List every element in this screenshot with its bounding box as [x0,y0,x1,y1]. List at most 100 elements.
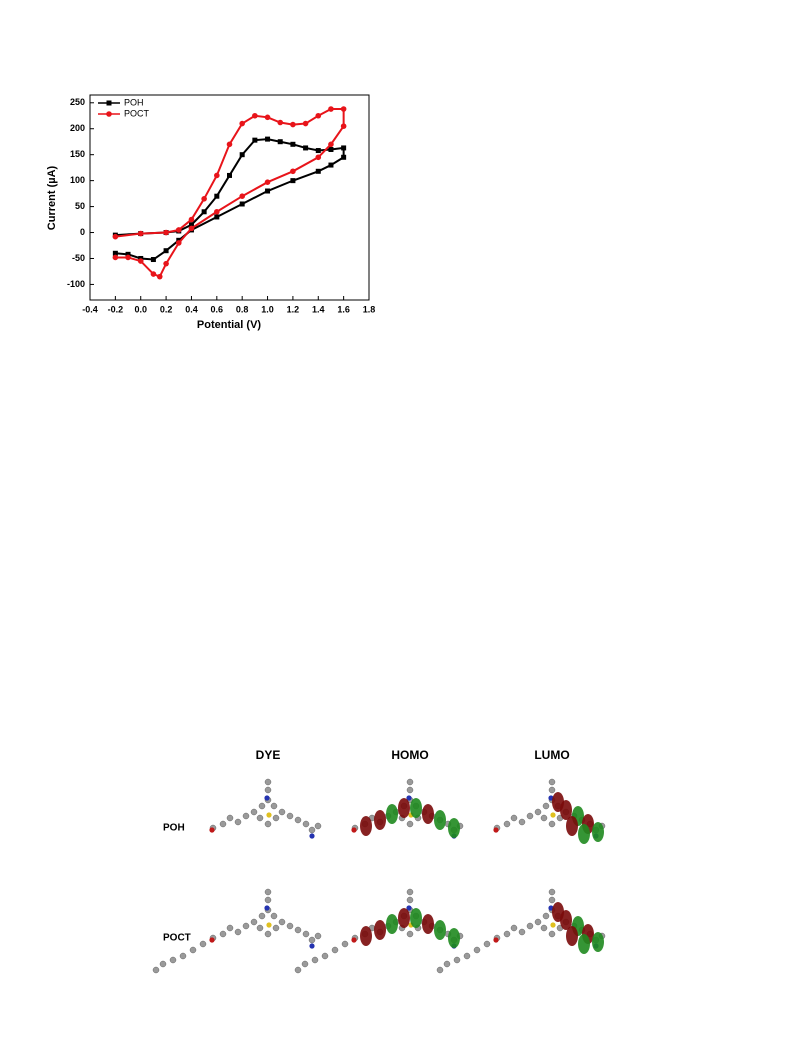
x-tick-label: 1.0 [261,304,274,314]
atom [526,812,534,820]
atom [331,946,339,954]
atom [510,814,518,822]
data-point [214,208,220,215]
atom [152,966,160,974]
x-tick-label: 0.0 [134,304,147,314]
atom [548,786,556,794]
data-point [175,240,182,246]
data-point [239,201,245,207]
data-point [265,136,271,142]
atom [483,940,491,948]
y-tick-label: 200 [70,123,85,133]
atom [264,778,272,786]
orbital-lobe [448,928,460,948]
orbital-lobe [360,926,372,946]
data-point [290,168,296,175]
orbital-lobe [386,914,398,934]
atom [302,820,310,828]
y-axis-label: Current (µA) [46,165,58,230]
legend-label: POCT [124,108,150,118]
data-point [341,145,347,151]
atom [169,956,177,964]
plot-frame [89,94,370,301]
atom [550,922,556,928]
atom [406,786,414,794]
atom [406,795,412,801]
atom [278,918,286,926]
atom [453,956,461,964]
atom [534,808,542,816]
orbital-lobe [410,798,422,818]
atom [209,937,215,943]
orbital-lobe [422,804,434,824]
atom [219,820,227,828]
atom [159,960,167,968]
data-point [112,250,118,256]
data-point [112,233,119,240]
data-point [214,193,220,199]
orbital-lobe [592,822,604,842]
row-label: POCT [163,933,191,944]
atom [463,952,471,960]
atom [258,912,266,920]
atom [250,808,258,816]
atom [258,802,266,810]
molecule [152,888,322,974]
atom [189,946,197,954]
series-line [115,108,345,278]
atom [321,952,329,960]
data-point [290,121,296,128]
data-point [340,106,347,112]
orbital-lobe [374,810,386,830]
atom [234,928,242,936]
atom [272,924,280,932]
atom [534,918,542,926]
atom [548,930,556,938]
data-point [137,230,144,237]
atom [473,946,481,954]
x-tick-label: 1.4 [312,304,325,314]
atom [226,814,234,822]
data-point [214,214,220,220]
data-point [188,225,195,232]
atom [443,960,451,968]
molecule [493,778,606,844]
data-point [214,172,220,179]
data-point [150,257,156,263]
atom [406,930,414,938]
orbital-lobe [434,920,446,940]
data-point [163,260,169,267]
orbital-lobe [386,804,398,824]
orbital-lobe [566,926,578,946]
atom [209,827,215,833]
atom [548,820,556,828]
data-point [341,154,347,160]
atom [199,940,207,948]
data-point [125,254,131,261]
atom [526,922,534,930]
orbital-lobe [592,932,604,952]
atom [503,930,511,938]
data-point [125,251,131,257]
data-point [201,209,207,215]
data-point [163,229,169,236]
atom [518,818,526,826]
data-point [277,119,284,126]
atom [493,937,499,943]
atom [341,940,349,948]
data-point [302,120,309,127]
data-point [340,123,347,129]
data-point [156,273,163,280]
data-point [163,248,169,254]
molecule [294,888,464,974]
atom [436,966,444,974]
column-label: HOMO [391,748,428,762]
atom [548,896,556,904]
data-point [175,227,182,233]
orbital-lobe [552,902,564,922]
atom [242,812,250,820]
orbital-lobe [578,934,590,954]
data-point [150,271,157,277]
atom [542,912,550,920]
data-point [239,120,245,127]
